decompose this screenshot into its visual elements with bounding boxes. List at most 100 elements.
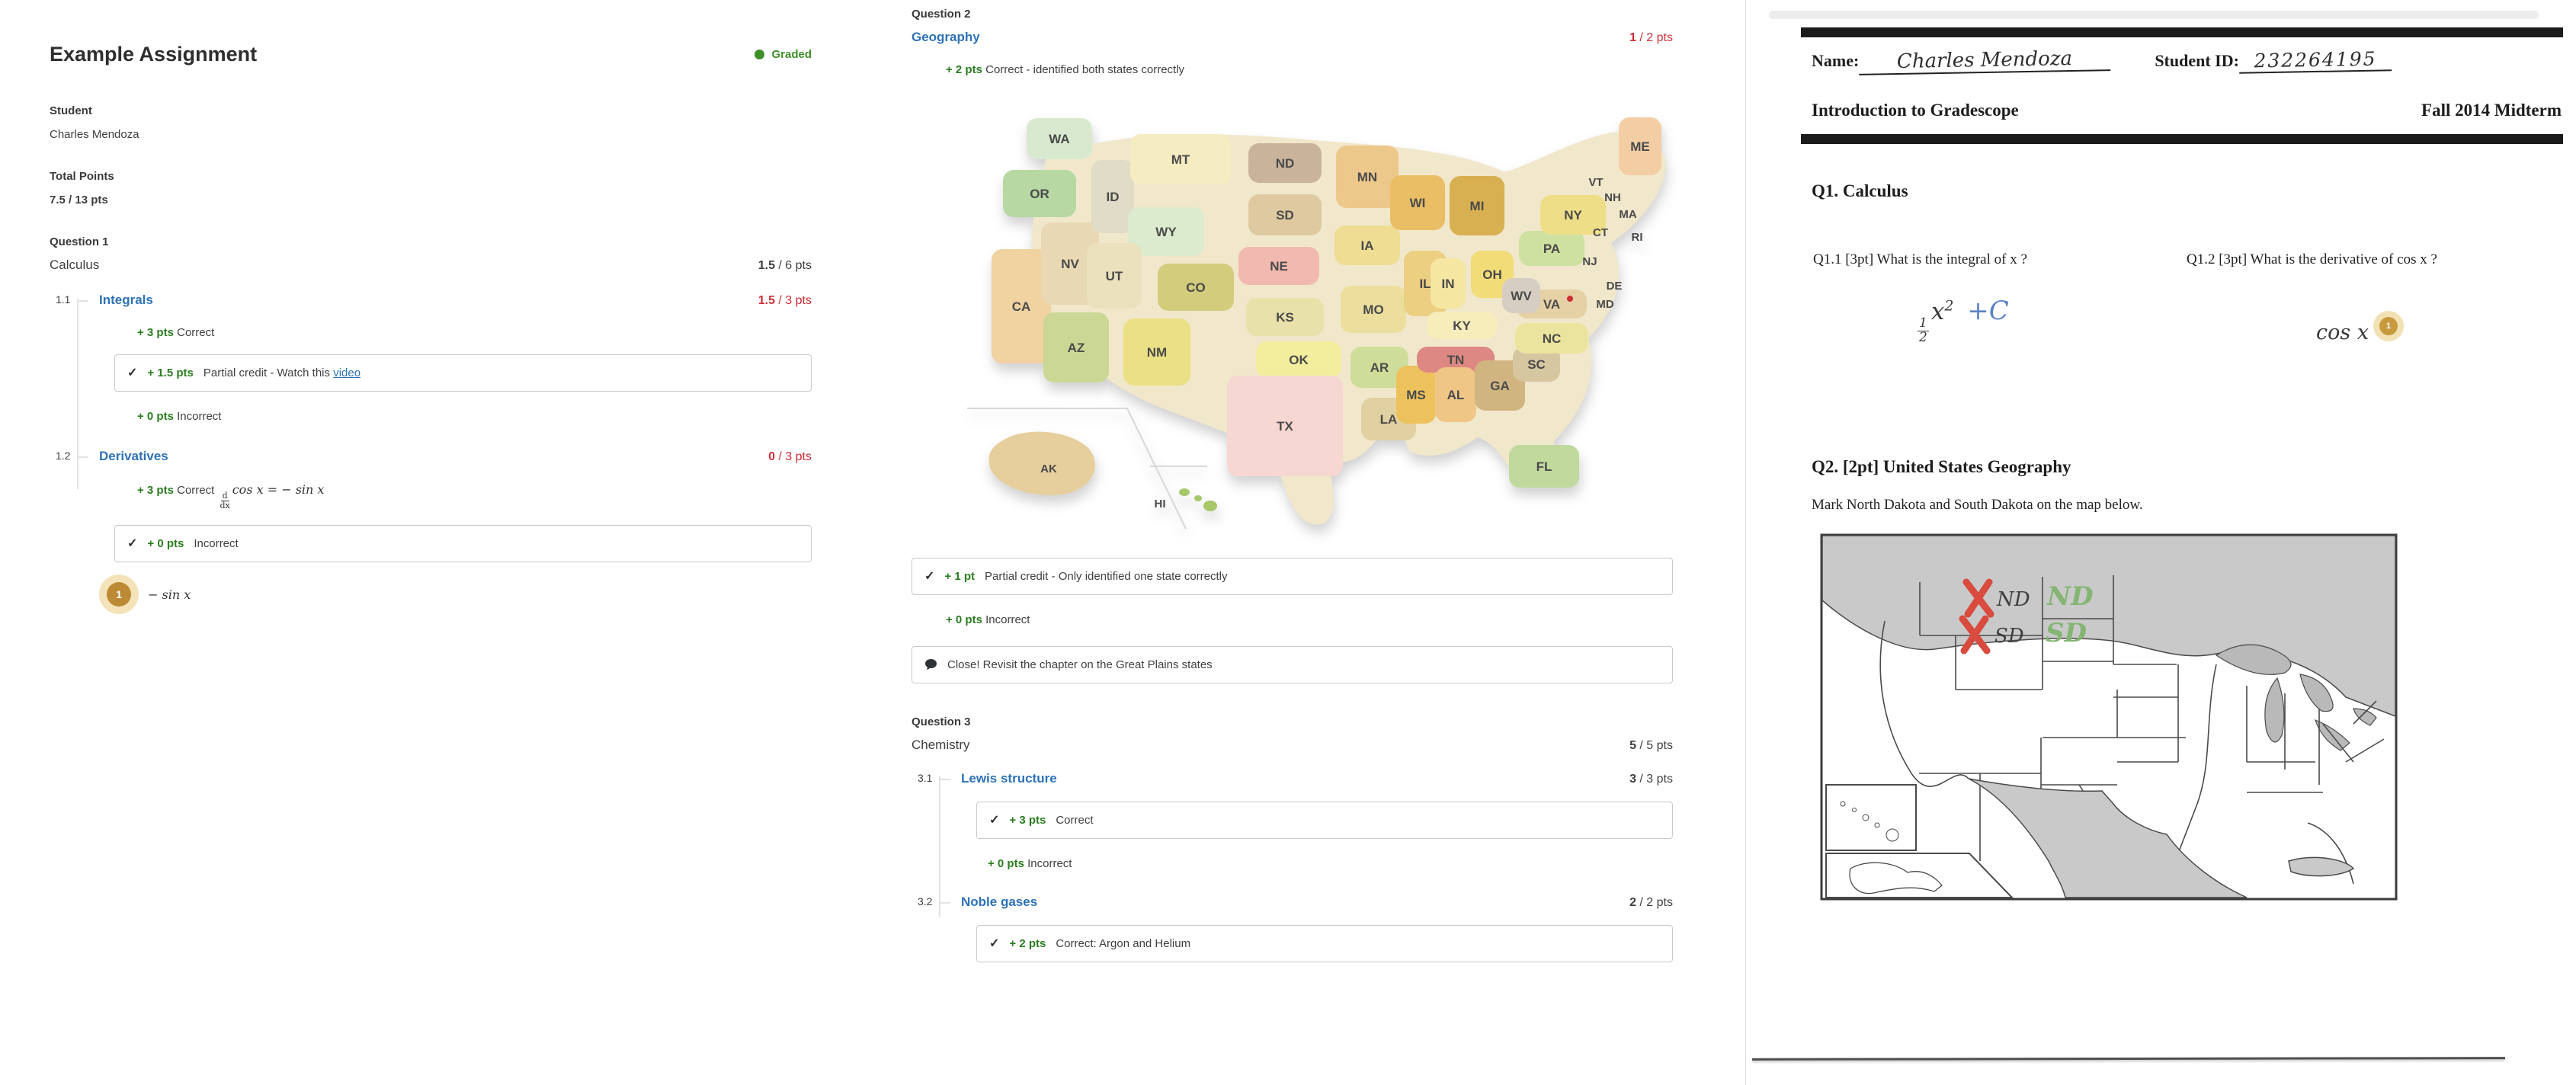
- state-label-IL: IL: [1419, 277, 1431, 291]
- annotation-row: 1 − sin x: [107, 582, 812, 607]
- rubric-item-selected-correct[interactable]: ✓ + 2 pts Correct: Argon and Helium: [976, 925, 1673, 962]
- panel-divider: [1745, 0, 1746, 1085]
- state-label-OH: OH: [1482, 267, 1502, 282]
- doc-q1-heading: Q1. Calculus: [1812, 181, 1908, 200]
- lake-michigan: [2264, 677, 2285, 743]
- state-label-GA: GA: [1490, 379, 1510, 393]
- state-label-DE: DE: [1607, 280, 1623, 293]
- state-CO: [1158, 264, 1234, 311]
- hawaii-inset-box: [1825, 784, 1917, 851]
- question-3-name: Chemistry: [912, 738, 970, 752]
- subquestion-1-1: 1.1 Integrals 1.5 / 3 pts + 3 pts Correc…: [50, 293, 812, 423]
- status-badge: Graded: [755, 48, 812, 61]
- video-link[interactable]: video: [333, 366, 361, 379]
- grader-comment-box[interactable]: Close! Revisit the chapter on the Great …: [912, 646, 1673, 683]
- rubric-item-correct-both-states[interactable]: + 2 pts Correct - identified both states…: [946, 63, 1185, 76]
- subquestion-3-2-number: 3.2: [918, 895, 933, 907]
- mexico-region: [1968, 778, 2248, 898]
- hawaii-island: [1203, 501, 1217, 511]
- state-WV: [1502, 278, 1540, 313]
- rubric-item-incorrect[interactable]: + 0 pts Incorrect: [946, 613, 1030, 626]
- submission-viewer: Name: Charles Mendoza Student ID: 232264…: [1746, 0, 2576, 1085]
- state-label-MO: MO: [1363, 302, 1383, 317]
- check-icon: ✓: [127, 366, 138, 379]
- header-rule-bottom: [1801, 134, 2563, 144]
- state-MI: [1450, 176, 1504, 235]
- grader-ink-plus-c: +C: [1967, 296, 2009, 326]
- state-WY: [1128, 207, 1204, 256]
- state-label-SC: SC: [1527, 357, 1546, 372]
- subquestion-1-2-link[interactable]: Derivatives: [99, 449, 168, 463]
- alaska-inset-shape: [988, 431, 1095, 495]
- lake-huron: [2299, 674, 2334, 712]
- scan-artifact: [1769, 11, 2539, 19]
- state-WA: [1027, 118, 1092, 159]
- state-label-WI: WI: [1410, 196, 1426, 210]
- state-PA: [1519, 231, 1584, 266]
- state-label-CA: CA: [1012, 299, 1031, 314]
- doc-q2-prompt: Mark North Dakota and South Dakota on th…: [1812, 497, 2143, 513]
- state-label-PA: PA: [1543, 242, 1560, 256]
- check-icon: ✓: [127, 536, 138, 550]
- green-marker-label-SD: SD: [2046, 618, 2087, 648]
- state-KS: [1246, 298, 1324, 336]
- question-3-label: Question 3: [912, 715, 971, 728]
- subquestion-1-1-link[interactable]: Integrals: [99, 293, 153, 307]
- cuba-region: [2288, 856, 2355, 877]
- state-label-NV: NV: [1061, 257, 1079, 271]
- rubric-item-selected-incorrect[interactable]: ✓ + 0 pts Incorrect: [114, 525, 812, 563]
- state-WI: [1390, 175, 1445, 230]
- question-2-label: Question 2: [912, 8, 971, 21]
- rubric-item-incorrect[interactable]: + 0 pts Incorrect: [988, 857, 1072, 870]
- handwritten-student-id: 232264195: [2238, 47, 2392, 74]
- state-label-CT: CT: [1593, 226, 1608, 239]
- annotation-1-badge[interactable]: 1: [2379, 317, 2398, 335]
- status-label: Graded: [771, 48, 812, 61]
- check-icon: ✓: [989, 936, 1000, 950]
- handwritten-answer-integral: 1 2 x2 +C: [1918, 296, 2009, 345]
- state-label-ME: ME: [1630, 139, 1650, 154]
- state-label-ND: ND: [1276, 156, 1295, 171]
- subquestion-3-1: 3.1 Lewis structure 3 / 3 pts ✓ + 3 pts …: [912, 771, 1673, 870]
- state-AR: [1350, 347, 1408, 388]
- subquestion-3-1-number: 3.1: [918, 772, 933, 784]
- pencil-label-ND: ND: [1996, 588, 2030, 611]
- total-points-label: Total Points: [50, 170, 114, 183]
- annotation-1-badge[interactable]: 1: [107, 582, 131, 607]
- scanned-page: Name: Charles Mendoza Student ID: 232264…: [1746, 0, 2576, 1085]
- question-2-link[interactable]: Geography: [912, 30, 980, 44]
- comment-bubble-icon: [925, 659, 937, 671]
- tree-line: [77, 299, 78, 489]
- inset-divider-lines: [967, 408, 1207, 530]
- state-label-ID: ID: [1107, 190, 1120, 204]
- handwritten-name: Charles Mendoza: [1859, 46, 2111, 75]
- state-ID: [1091, 160, 1134, 233]
- rubric-item-selected-correct[interactable]: ✓ + 3 pts Correct: [976, 802, 1673, 839]
- page-title: Example Assignment: [50, 43, 258, 66]
- state-TN: [1417, 347, 1495, 373]
- hawaii-island: [1194, 495, 1202, 501]
- state-label-NM: NM: [1147, 345, 1167, 360]
- rubric-item-correct[interactable]: + 3 pts Correct d dx cos x = − sin x: [137, 482, 325, 510]
- state-label-OK: OK: [1289, 353, 1309, 367]
- name-label: Name:: [1812, 51, 1860, 70]
- rubric-item-correct[interactable]: + 3 pts Correct: [137, 326, 215, 339]
- subquestion-1-1-score: 1.5 / 3 pts: [758, 294, 812, 307]
- question-2-score: 1 / 2 pts: [1629, 31, 1673, 44]
- rubric-item-selected-partial-credit[interactable]: ✓ + 1 pt Partial credit - Only identifie…: [912, 558, 1673, 595]
- subquestion-1-2: 1.2 Derivatives 0 / 3 pts + 3 pts Correc…: [50, 449, 812, 607]
- us-outline-map: ND ND SD SD: [1820, 533, 2398, 901]
- state-GA: [1475, 360, 1525, 411]
- state-ND: [1248, 143, 1322, 183]
- hawaii-island: [1179, 488, 1190, 496]
- doc-q2-heading: Q2. [2pt] United States Geography: [1812, 457, 2071, 476]
- subquestion-3-2-link[interactable]: Noble gases: [961, 895, 1038, 909]
- capital-dot: [1567, 296, 1573, 302]
- subquestion-3-1-link[interactable]: Lewis structure: [961, 771, 1057, 786]
- subquestion-3-2: 3.2 Noble gases 2 / 2 pts ✓ + 2 pts Corr…: [912, 895, 1673, 962]
- rubric-item-incorrect[interactable]: + 0 pts Incorrect: [137, 410, 222, 423]
- rubric-item-selected-partial-credit[interactable]: ✓ + 1.5 pts Partial credit - Watch this …: [114, 354, 812, 392]
- question-1-label: Question 1: [50, 235, 109, 248]
- state-label-VA: VA: [1543, 297, 1560, 312]
